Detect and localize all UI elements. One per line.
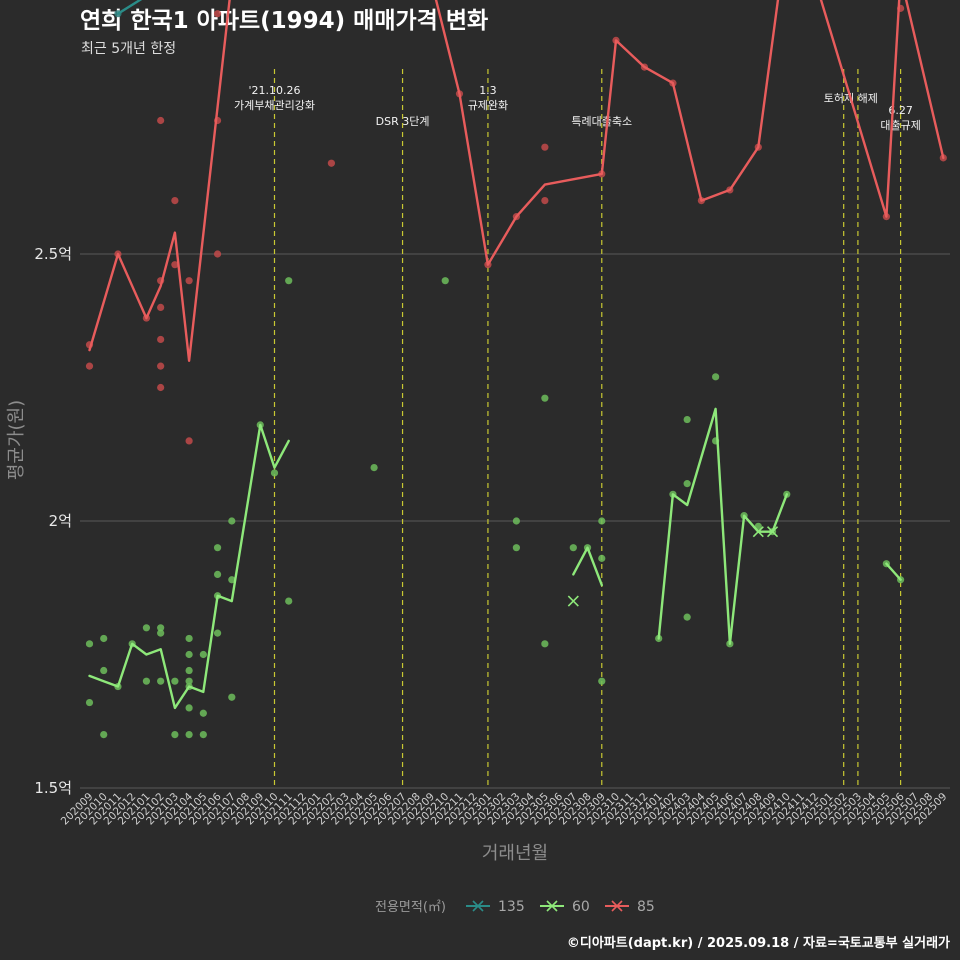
data-point-60 [171, 731, 179, 739]
series-line-85 [88, 0, 945, 362]
series-line-60 [572, 546, 603, 587]
data-point-60 [441, 277, 449, 285]
data-point-60 [157, 629, 165, 637]
data-point-60 [185, 731, 193, 739]
event-annotation: 규제완화 [468, 99, 508, 112]
data-point-85 [541, 143, 549, 151]
data-point-85 [171, 261, 179, 269]
data-point-60 [85, 640, 94, 648]
data-point-85 [213, 10, 222, 18]
data-point-85 [185, 437, 193, 445]
data-point-60 [569, 544, 577, 552]
legend-key-cross [546, 900, 558, 912]
data-point-85 [157, 335, 165, 344]
data-point-85 [541, 197, 549, 205]
data-point-60 [199, 650, 207, 659]
data-point-60 [683, 613, 691, 621]
data-point-60 [285, 597, 293, 605]
data-point-60 [157, 677, 165, 685]
data-point-85 [157, 303, 165, 311]
data-point-60 [512, 517, 521, 525]
data-point-60 [228, 693, 236, 701]
data-point-60 [185, 634, 193, 643]
data-point-60 [142, 677, 151, 685]
data-point-85 [327, 159, 336, 167]
data-point-60 [185, 704, 193, 712]
data-point-85 [171, 197, 179, 205]
data-point-60 [185, 666, 193, 675]
data-point-60 [142, 624, 151, 632]
data-point-60 [712, 373, 720, 381]
legend: 전용면적(㎡) 135 60 85 [375, 899, 655, 915]
event-annotation: DSR 3단계 [376, 115, 430, 128]
legend-key-cross [611, 900, 623, 912]
cross-marker-60 [766, 526, 779, 538]
chart-subtitle: 최근 5개년 한정 [81, 41, 176, 57]
series-line-60 [88, 423, 290, 710]
data-point-60 [100, 666, 108, 675]
series-lines [88, 0, 945, 710]
cross-markers [567, 526, 779, 607]
y-tick-label: 2.5억 [34, 245, 72, 263]
event-annotation: 1.3 [479, 84, 497, 97]
event-annotation: 특례대출축소 [571, 115, 632, 128]
event-annotation: 6.27 [888, 104, 913, 117]
data-point-60 [370, 464, 378, 472]
data-point-85 [157, 362, 165, 370]
data-point-85 [157, 116, 165, 125]
x-axis-label: 거래년월 [482, 843, 548, 864]
y-tick-label: 2억 [49, 512, 72, 530]
legend-label: 60 [572, 899, 590, 915]
data-point-60 [598, 677, 606, 685]
data-point-60 [541, 394, 549, 402]
data-point-60 [228, 576, 236, 584]
data-point-60 [598, 517, 606, 525]
y-tick-label: 1.5억 [34, 779, 72, 797]
data-point-60 [185, 650, 193, 659]
data-point-85 [85, 362, 94, 370]
legend-label: 135 [498, 899, 525, 915]
source-caption: ©디아파트(dapt.kr) / 2025.09.18 / 자료=국토교통부 실… [567, 935, 950, 951]
data-point-60 [512, 544, 521, 552]
y-axis-label: 평균가(원) [6, 400, 27, 480]
data-point-60 [598, 554, 606, 562]
data-point-60 [213, 570, 222, 579]
data-point-60 [100, 731, 108, 739]
data-point-60 [228, 517, 236, 525]
data-point-60 [270, 469, 279, 477]
cross-marker-60 [752, 526, 764, 538]
data-point-85 [157, 383, 165, 392]
chart-title: 연희 한국1 아파트(1994) 매매가격 변화 [80, 8, 488, 34]
legend-title: 전용면적(㎡) [375, 900, 446, 915]
data-point-60 [213, 629, 222, 637]
data-point-85 [185, 277, 193, 285]
data-point-60 [213, 544, 222, 552]
data-point-60 [541, 640, 549, 648]
event-annotation: 가계부채관리강화 [234, 99, 315, 112]
data-point-85 [213, 250, 222, 258]
data-point-60 [185, 677, 193, 685]
data-point-60 [85, 698, 94, 707]
series-line-60 [885, 562, 902, 581]
cross-marker-60 [567, 595, 579, 607]
data-point-60 [199, 731, 207, 739]
legend-key-cross [472, 900, 484, 912]
data-point-60 [199, 709, 207, 717]
event-annotation: '21.10.26 [248, 84, 300, 97]
data-point-60 [285, 277, 293, 285]
data-point-60 [683, 415, 691, 424]
legend-label: 85 [637, 899, 655, 915]
event-annotation: 대출규제 [880, 119, 920, 132]
data-point-60 [100, 634, 108, 643]
data-point-60 [157, 624, 165, 632]
data-point-60 [683, 480, 691, 488]
series-line-60 [657, 407, 788, 645]
data-point-60 [171, 677, 179, 685]
